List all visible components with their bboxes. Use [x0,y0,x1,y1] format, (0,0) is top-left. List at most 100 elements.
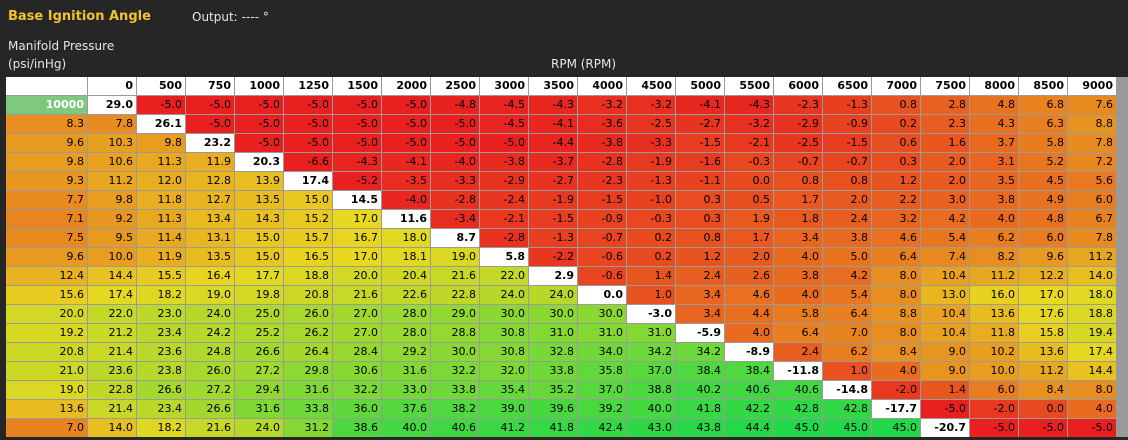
table-cell[interactable]: 40.6 [725,381,773,399]
table-cell[interactable]: 16.5 [284,248,332,266]
table-cell[interactable]: -2.1 [725,134,773,152]
pressure-row-header[interactable]: 2.9 [529,267,577,285]
table-cell[interactable]: 34.2 [676,343,724,361]
table-cell[interactable]: 36.0 [333,400,381,418]
table-cell[interactable]: 33.8 [284,400,332,418]
table-cell[interactable]: 17.4 [88,286,136,304]
table-cell[interactable]: -1.5 [823,134,871,152]
table-cell[interactable]: -5.0 [431,134,479,152]
table-cell[interactable]: 35.2 [529,381,577,399]
table-cell[interactable]: 29.2 [382,343,430,361]
pressure-row-header[interactable]: 14.5 [333,191,381,209]
table-cell[interactable]: 29.0 [431,305,479,323]
table-cell[interactable]: -3.2 [627,96,675,114]
table-cell[interactable]: 22.6 [382,286,430,304]
table-cell[interactable]: -1.5 [578,191,626,209]
table-cell[interactable]: -5.0 [1019,419,1067,437]
table-cell[interactable]: 4.0 [774,286,822,304]
table-cell[interactable]: 20.8 [284,286,332,304]
table-cell[interactable]: -3.8 [480,153,528,171]
table-cell[interactable]: 11.9 [186,153,234,171]
table-cell[interactable]: 4.6 [725,286,773,304]
table-cell[interactable]: 10.4 [921,267,969,285]
table-cell[interactable]: -3.2 [578,96,626,114]
pressure-row-header[interactable]: -20.7 [921,419,969,437]
table-cell[interactable]: -2.8 [480,229,528,247]
table-cell[interactable]: 10.0 [970,362,1018,380]
pressure-row-header[interactable]: 26.1 [137,115,185,133]
table-cell[interactable]: 0.3 [872,153,920,171]
table-cell[interactable]: 0.2 [627,248,675,266]
table-cell[interactable]: 1.7 [725,229,773,247]
table-cell[interactable]: 9.6 [6,134,87,152]
table-cell[interactable]: 11.3 [137,210,185,228]
table-cell[interactable]: 4.0 [774,248,822,266]
table-cell[interactable]: 22.8 [88,381,136,399]
table-cell[interactable]: 22.0 [480,267,528,285]
table-cell[interactable]: 0.3 [676,210,724,228]
pressure-row-header[interactable]: -11.8 [774,362,822,380]
pressure-row-header[interactable]: -8.9 [725,343,773,361]
table-cell[interactable]: 13.9 [235,172,283,190]
rpm-column-header[interactable]: 750 [186,77,234,95]
table-cell[interactable]: 11.4 [137,229,185,247]
table-cell[interactable]: -4.0 [431,153,479,171]
table-cell[interactable]: 24.0 [480,286,528,304]
table-cell[interactable]: 2.0 [823,191,871,209]
table-cell[interactable]: 1.4 [627,267,675,285]
table-cell[interactable]: 40.6 [431,419,479,437]
table-cell[interactable]: 31.6 [235,400,283,418]
table-cell[interactable]: 42.8 [823,400,871,418]
table-cell[interactable]: 32.2 [431,362,479,380]
table-cell[interactable]: 15.8 [1019,324,1067,342]
table-cell[interactable]: 7.8 [1068,229,1116,247]
table-cell[interactable]: -4.3 [529,96,577,114]
table-cell[interactable]: 12.7 [186,191,234,209]
table-cell[interactable]: 4.9 [1019,191,1067,209]
table-cell[interactable]: 9.2 [88,210,136,228]
table-cell[interactable]: 13.1 [186,229,234,247]
table-cell[interactable]: 8.8 [1068,115,1116,133]
rpm-column-header[interactable]: 1000 [235,77,283,95]
table-cell[interactable]: 4.8 [1019,210,1067,228]
table-cell[interactable]: 22.0 [88,305,136,323]
table-cell[interactable]: 26.6 [137,381,185,399]
table-cell[interactable]: -5.0 [235,134,283,152]
table-cell[interactable]: 19.0 [6,381,87,399]
table-cell[interactable]: 13.0 [921,286,969,304]
table-cell[interactable]: 30.0 [480,305,528,323]
table-cell[interactable]: 1.0 [627,286,675,304]
table-cell[interactable]: 38.2 [431,400,479,418]
table-cell[interactable]: 32.0 [480,362,528,380]
table-cell[interactable]: 9.6 [6,248,87,266]
table-cell[interactable]: 5.4 [921,229,969,247]
table-cell[interactable]: 10.6 [88,153,136,171]
table-cell[interactable]: 2.3 [921,115,969,133]
table-cell[interactable]: 7.8 [88,115,136,133]
table-cell[interactable]: 9.8 [6,153,87,171]
table-cell[interactable]: 7.8 [1068,134,1116,152]
table-cell[interactable]: -2.8 [578,153,626,171]
table-cell[interactable]: 9.0 [921,362,969,380]
pressure-row-header[interactable]: 17.4 [284,172,332,190]
table-cell[interactable]: 31.0 [627,324,675,342]
table-cell[interactable]: -5.2 [333,172,381,190]
table-cell[interactable]: 18.2 [137,419,185,437]
table-cell[interactable]: 19.4 [1068,324,1116,342]
table-cell[interactable]: -3.4 [431,210,479,228]
table-cell[interactable]: 1.4 [921,381,969,399]
table-cell[interactable]: 10.0 [88,248,136,266]
table-cell[interactable]: -1.1 [676,172,724,190]
table-cell[interactable]: 14.0 [1068,267,1116,285]
table-cell[interactable]: 37.0 [578,381,626,399]
table-cell[interactable]: 15.6 [6,286,87,304]
table-cell[interactable]: 31.0 [529,324,577,342]
table-cell[interactable]: 15.0 [235,229,283,247]
table-cell[interactable]: 4.2 [823,267,871,285]
table-cell[interactable]: -2.3 [774,96,822,114]
rpm-column-header[interactable]: 5500 [725,77,773,95]
table-cell[interactable]: -1.6 [676,153,724,171]
rpm-column-header[interactable]: 3500 [529,77,577,95]
table-cell[interactable]: 37.6 [382,400,430,418]
table-cell[interactable]: 31.6 [284,381,332,399]
